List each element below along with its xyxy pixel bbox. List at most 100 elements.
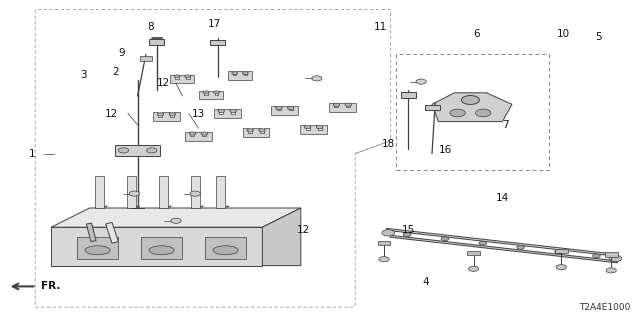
Circle shape [174,75,180,78]
Polygon shape [191,206,204,208]
Circle shape [171,218,181,223]
Circle shape [118,148,129,153]
Polygon shape [389,235,618,263]
Polygon shape [170,75,195,83]
Circle shape [479,241,486,245]
Circle shape [218,109,225,113]
Bar [141,237,182,259]
Text: 13: 13 [192,108,205,119]
Polygon shape [159,206,172,208]
Circle shape [517,245,525,249]
Text: 1: 1 [29,148,35,159]
Circle shape [382,230,395,236]
Text: 7: 7 [502,120,509,130]
Polygon shape [153,112,180,121]
Circle shape [129,191,140,196]
Circle shape [593,254,600,258]
Polygon shape [262,208,301,266]
Text: T2A4E1000: T2A4E1000 [579,303,630,312]
Text: 3: 3 [80,70,86,80]
Bar [149,39,164,45]
Polygon shape [228,71,252,80]
Circle shape [609,255,622,262]
Text: 5: 5 [595,32,602,42]
Text: 2: 2 [112,67,118,77]
Bar [425,105,440,110]
Polygon shape [271,106,298,115]
Polygon shape [329,103,356,112]
Bar [159,176,168,208]
Circle shape [461,95,479,104]
Polygon shape [243,128,269,138]
Text: 14: 14 [496,193,509,204]
Circle shape [441,237,449,241]
Circle shape [316,125,323,129]
Polygon shape [300,125,327,134]
Circle shape [185,75,191,78]
Circle shape [416,79,426,84]
Text: 9: 9 [118,48,125,58]
Polygon shape [86,223,96,242]
Polygon shape [216,206,229,208]
Text: 15: 15 [401,225,415,236]
Text: 17: 17 [208,19,221,29]
Circle shape [379,257,389,262]
Circle shape [305,125,311,129]
Circle shape [312,76,322,81]
Bar [77,237,118,259]
Text: 12: 12 [297,225,310,236]
Text: 18: 18 [382,139,396,149]
Circle shape [230,109,236,113]
Polygon shape [432,93,512,122]
Text: 12: 12 [105,108,118,119]
Bar [605,252,618,257]
Text: 10: 10 [557,28,570,39]
Circle shape [203,91,209,94]
Polygon shape [127,206,140,208]
Polygon shape [51,227,262,266]
Text: 8: 8 [147,22,154,32]
Polygon shape [214,109,241,118]
Bar [401,92,416,98]
Circle shape [169,113,175,116]
Bar [205,237,246,259]
Ellipse shape [149,246,174,255]
Circle shape [403,233,411,236]
Bar [467,251,480,255]
Circle shape [333,103,340,106]
Bar [140,56,152,61]
Polygon shape [387,228,614,256]
Text: 11: 11 [374,22,387,32]
Text: 16: 16 [438,145,452,156]
Bar [210,40,225,45]
Bar [95,176,104,208]
Circle shape [201,132,207,135]
Polygon shape [95,206,108,208]
Polygon shape [185,132,212,140]
Circle shape [259,129,265,132]
Circle shape [232,72,237,75]
Text: 12: 12 [156,78,170,88]
Circle shape [243,72,248,75]
Bar [378,241,390,245]
Circle shape [345,103,351,106]
Bar [216,176,225,208]
Circle shape [189,132,196,135]
Circle shape [606,268,616,273]
Polygon shape [199,91,223,99]
Bar [115,145,160,156]
Circle shape [287,106,294,109]
Text: 6: 6 [474,28,480,39]
Circle shape [476,109,491,117]
Text: FR.: FR. [41,281,60,292]
Text: 4: 4 [422,276,429,287]
Circle shape [556,265,566,270]
Circle shape [157,113,164,116]
Circle shape [147,148,157,153]
Circle shape [468,266,479,271]
Circle shape [276,106,282,109]
Bar [396,54,549,170]
Bar [555,249,568,253]
Circle shape [555,250,563,253]
Bar [191,176,200,208]
